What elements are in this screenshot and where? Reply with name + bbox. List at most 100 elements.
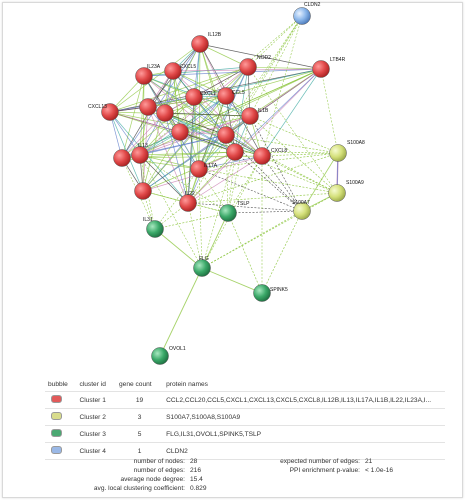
node-bubble[interactable] <box>253 284 271 302</box>
node-bubble[interactable] <box>293 202 311 220</box>
node-il22ra[interactable] <box>156 104 174 122</box>
node-bubble[interactable] <box>164 62 182 80</box>
node-bubble[interactable] <box>241 107 259 125</box>
node-il1b[interactable]: IL1B <box>241 107 269 125</box>
node-bubble[interactable] <box>135 67 153 85</box>
node-cxcl1[interactable]: CXCL1 <box>185 88 217 106</box>
node-bubble[interactable] <box>219 204 237 222</box>
node-s100a8[interactable]: S100A8 <box>329 140 366 162</box>
network-edge <box>261 152 339 157</box>
network-edge <box>164 112 200 170</box>
node-r2[interactable] <box>226 143 244 161</box>
node-bubble[interactable] <box>217 87 235 105</box>
node-label: CLDN2 <box>304 2 321 8</box>
network-edge <box>164 112 189 204</box>
node-bubble[interactable] <box>312 60 330 78</box>
network-edge <box>227 115 251 214</box>
node-nod2[interactable]: NOD2 <box>239 55 272 76</box>
node-r4[interactable] <box>113 149 131 167</box>
node-bubble[interactable] <box>328 184 346 202</box>
network-edge <box>164 112 251 117</box>
node-spink5[interactable]: SPINK5 <box>253 284 289 302</box>
node-cxcl8[interactable]: CXCL8 <box>253 147 288 165</box>
node-cxcl5[interactable]: CXCL5 <box>164 62 197 80</box>
network-edge <box>139 66 249 156</box>
node-s100a7[interactable]: S100A7 <box>292 200 311 220</box>
network-edge <box>198 168 203 269</box>
network-edge <box>142 95 227 192</box>
node-ccl5[interactable]: CCL5 <box>217 87 246 105</box>
network-edge <box>121 43 201 159</box>
node-il17a[interactable]: IL17A <box>190 160 218 178</box>
node-s100a9[interactable]: S100A9 <box>328 180 365 202</box>
node-tslp[interactable]: TSLP <box>219 201 251 222</box>
network-edge <box>261 210 303 294</box>
network-edge <box>139 68 322 156</box>
node-bubble[interactable] <box>253 147 271 165</box>
node-label: IL31 <box>143 217 153 223</box>
node-bubble[interactable] <box>239 58 257 76</box>
node-bubble[interactable] <box>217 126 235 144</box>
node-bubble[interactable] <box>179 194 197 212</box>
node-bubble[interactable] <box>151 347 169 365</box>
node-bubble[interactable] <box>293 7 311 25</box>
legend-row-cluster-3: Cluster 3 5 FLG,IL31,OVOL1,SPINK5,TSLP <box>45 425 445 443</box>
network-edge <box>154 212 229 230</box>
node-bubble[interactable] <box>131 146 149 164</box>
network-edge <box>187 202 303 212</box>
node-ovol1[interactable]: OVOL1 <box>151 346 186 365</box>
node-ccl20[interactable] <box>217 126 235 144</box>
node-bubble[interactable] <box>146 220 164 238</box>
node-label: FLG <box>199 256 209 262</box>
node-bubble[interactable] <box>185 88 203 106</box>
network-edge <box>187 192 338 204</box>
node-il31[interactable]: IL31 <box>143 217 164 238</box>
network-edge <box>172 70 200 170</box>
network-edge <box>249 115 303 212</box>
node-bubble[interactable] <box>171 123 189 141</box>
network-edge <box>172 70 181 133</box>
node-bubble[interactable] <box>139 98 157 116</box>
network-edge <box>187 151 236 204</box>
network-graph: CLDN2 IL12B NOD2 LTB4R IL23A CXCL5 CXCL1 CCL5 CX… <box>88 2 366 365</box>
network-edge <box>154 168 200 230</box>
node-bubble[interactable] <box>193 259 211 277</box>
network-edge <box>198 155 263 170</box>
node-ltb4r[interactable]: LTB4R <box>312 57 346 78</box>
node-r1[interactable] <box>139 98 157 116</box>
node-bubble[interactable] <box>190 160 208 178</box>
node-r3[interactable] <box>134 182 152 200</box>
legend-row-cluster-1: Cluster 1 19 CCL2,CCL20,CCL5,CXCL1,CXCL1… <box>45 391 445 409</box>
node-cldn2[interactable]: CLDN2 <box>293 2 321 25</box>
node-il22[interactable]: IL22 <box>179 191 197 212</box>
network-edge <box>198 168 303 212</box>
protein-names: CCL2,CCL20,CCL5,CXCL1,CXCL13,CXCL5,CXCL8… <box>163 391 445 409</box>
network-edge <box>147 66 249 108</box>
node-il13[interactable]: IL13 <box>131 143 149 164</box>
node-bubble[interactable] <box>156 104 174 122</box>
node-il12b[interactable]: IL12B <box>191 32 222 53</box>
network-edge <box>139 96 195 156</box>
node-label: IL13 <box>138 143 148 149</box>
network-edge <box>198 152 339 170</box>
network-edge <box>187 95 227 204</box>
cluster-id: Cluster 3 <box>76 425 116 443</box>
node-cxcl13[interactable]: CXCL13 <box>88 103 119 121</box>
stat-nodes: number of nodes: 28 <box>133 458 198 465</box>
node-ccl2[interactable] <box>171 123 189 141</box>
node-bubble[interactable] <box>226 143 244 161</box>
cluster-id: Cluster 1 <box>76 391 116 409</box>
node-bubble[interactable] <box>113 149 131 167</box>
network-edge <box>172 70 227 97</box>
network-edge <box>143 75 263 157</box>
network-edge <box>139 115 251 156</box>
node-label: CXCL5 <box>180 64 196 70</box>
node-label: LTB4R <box>330 57 346 63</box>
node-bubble[interactable] <box>191 35 209 53</box>
node-il23a[interactable]: IL23A <box>135 64 161 85</box>
network-edge <box>201 151 236 269</box>
node-bubble[interactable] <box>101 103 119 121</box>
node-flg[interactable]: FLG <box>193 256 211 277</box>
node-bubble[interactable] <box>329 144 347 162</box>
node-bubble[interactable] <box>134 182 152 200</box>
